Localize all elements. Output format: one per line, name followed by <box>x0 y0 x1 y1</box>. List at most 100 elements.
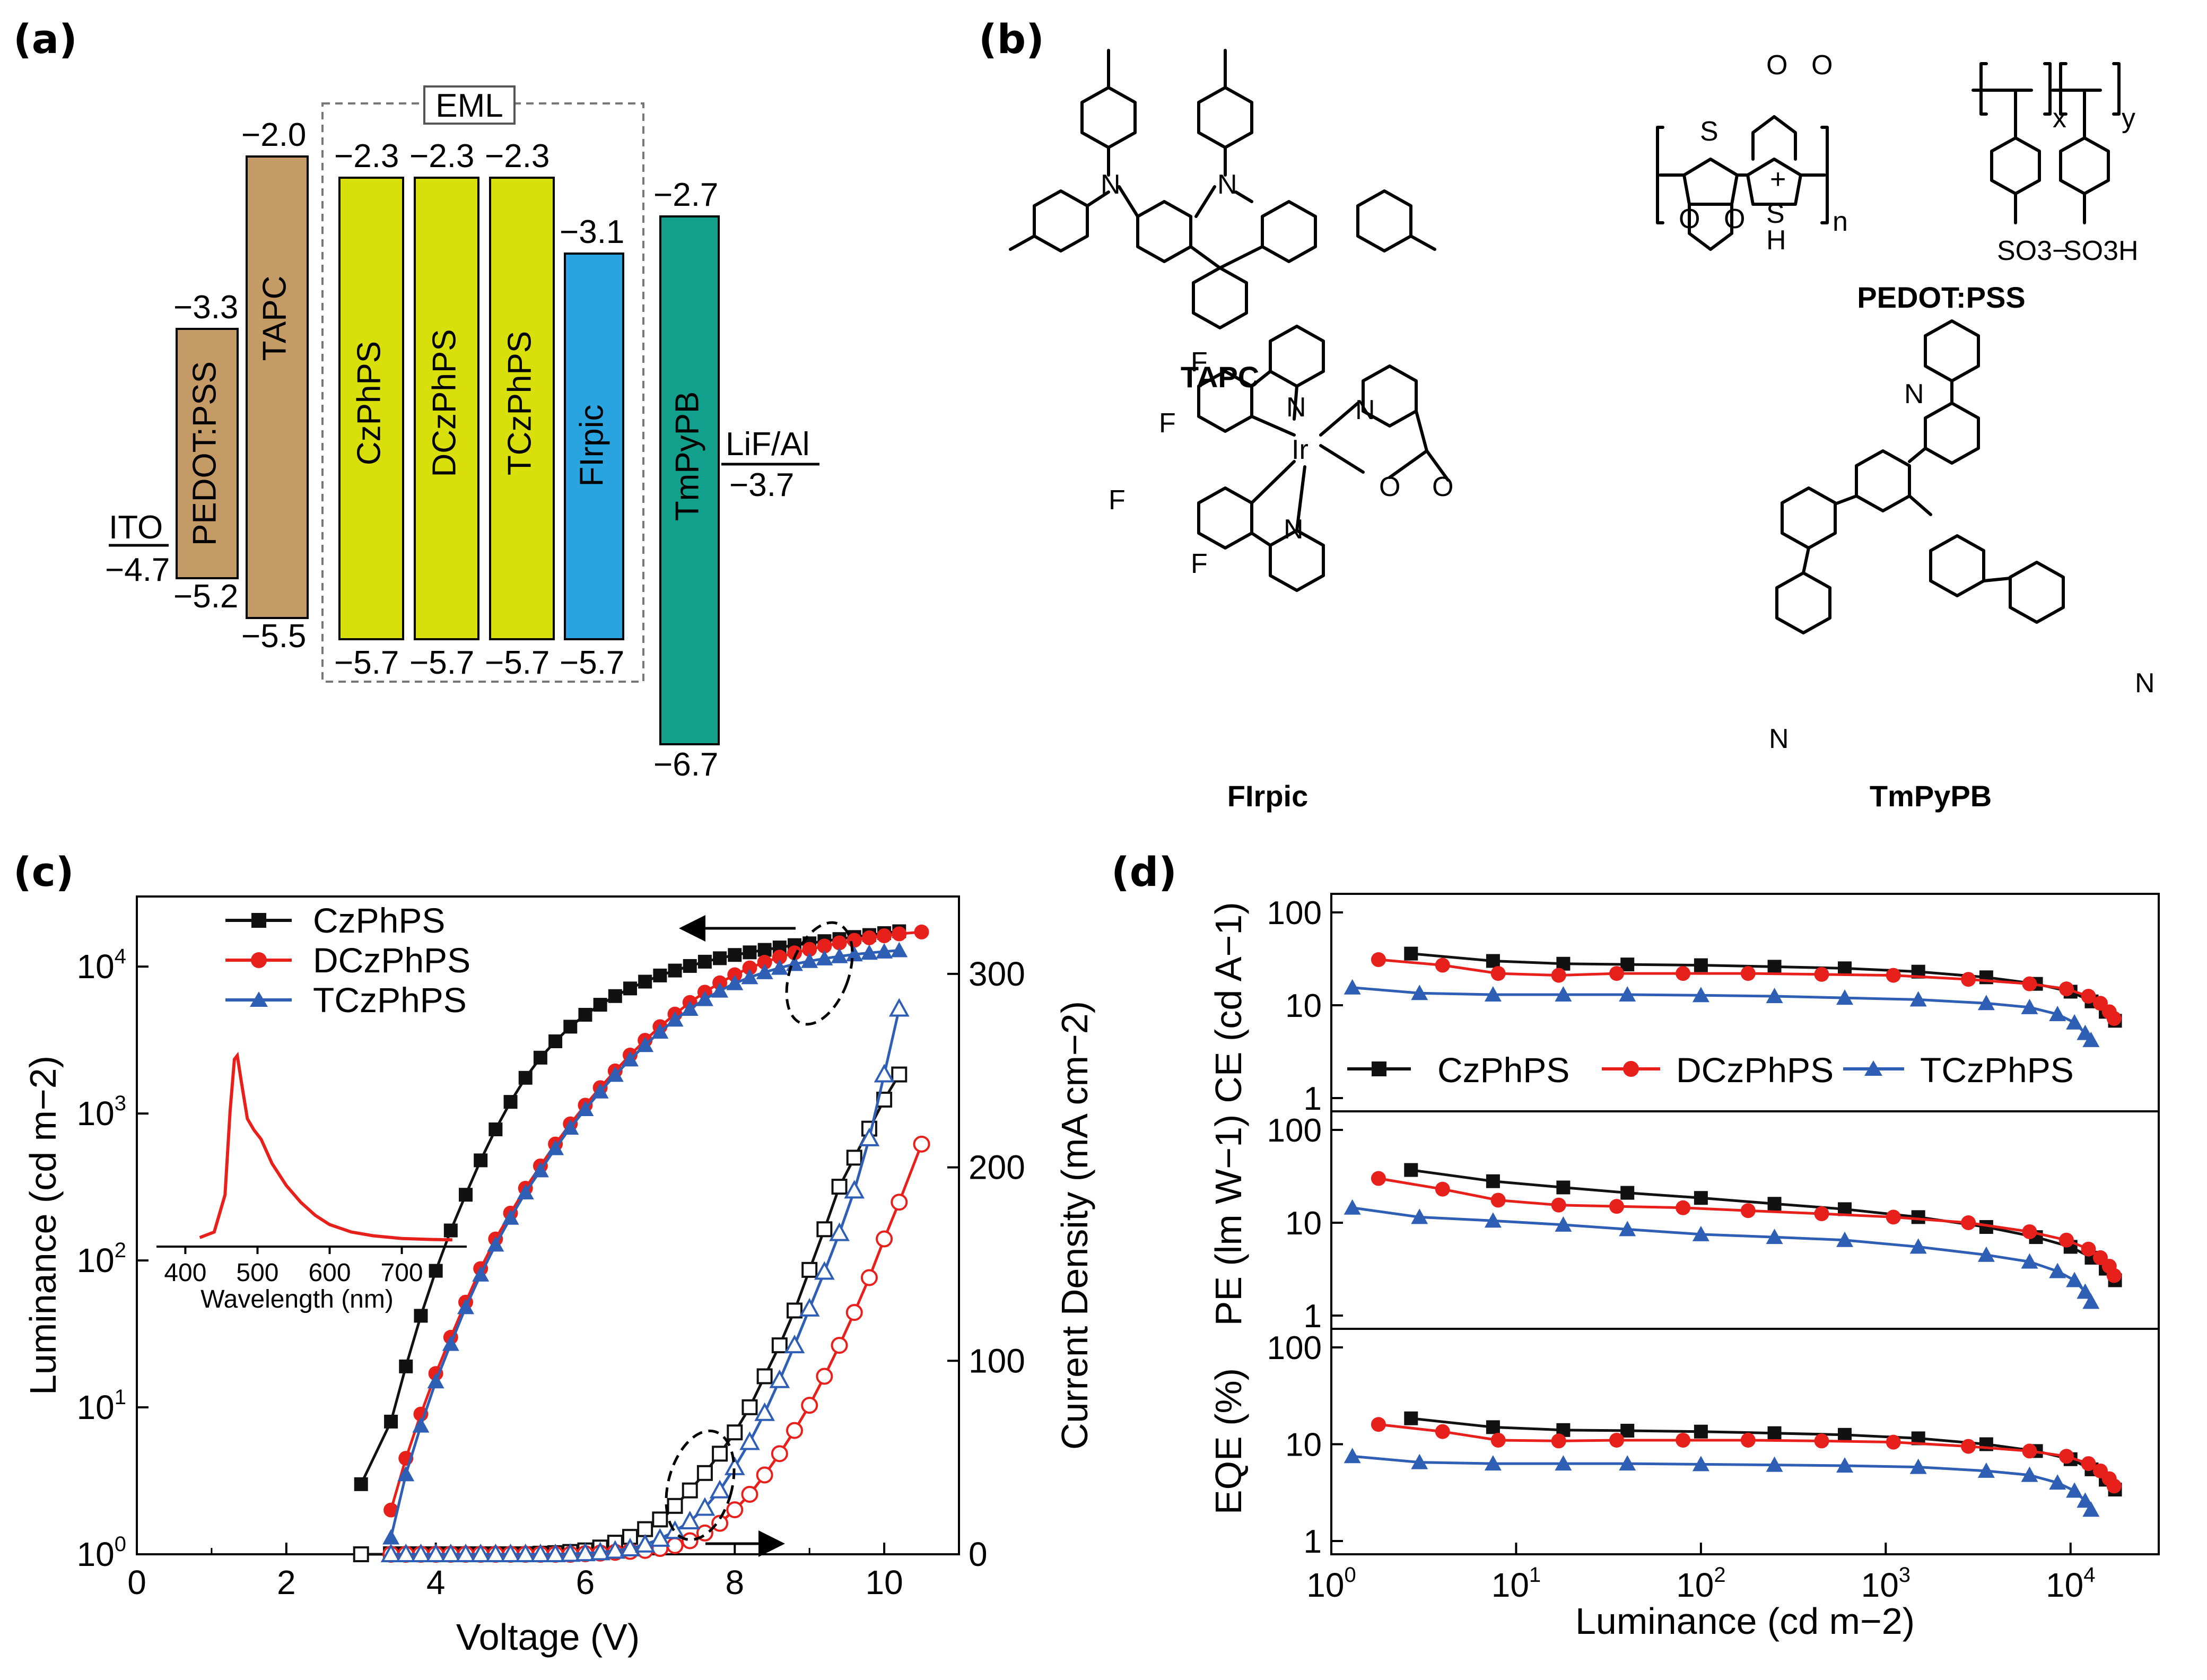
d-point-ce-tczphps <box>1619 986 1636 1002</box>
d-point-eqe-dczphps <box>2022 1443 2037 1459</box>
inset-xtick-label: 400 <box>164 1259 206 1287</box>
current-point-tczphps <box>814 1261 835 1280</box>
d-point-pe-dczphps <box>1814 1206 1829 1222</box>
luminance-point-dczphps <box>757 955 772 970</box>
luminance-point-tczphps <box>711 982 729 998</box>
d-point-eqe-tczphps <box>1909 1458 1927 1474</box>
current-point-czphps <box>787 1302 802 1319</box>
luminance-point-dczphps <box>892 926 907 942</box>
luminance-point-dczphps <box>877 928 892 944</box>
d-xtick-label: 101 <box>1491 1563 1541 1604</box>
d-point-eqe-tczphps <box>1836 1457 1854 1473</box>
ito-label: ITO <box>109 509 163 546</box>
layer-pedot-pss-homo: −5.2 <box>173 578 238 615</box>
current-point-tczphps <box>888 998 910 1017</box>
current-point-tczphps <box>754 1402 775 1421</box>
luminance-point-czphps <box>563 1020 578 1034</box>
luminance-point-czphps <box>503 1095 518 1109</box>
luminance-point-tczphps <box>801 952 818 968</box>
current-point-czphps <box>353 1546 369 1562</box>
d-point-ce-dczphps <box>1609 966 1625 981</box>
eml-label: EML <box>435 88 503 124</box>
current-point-tczphps <box>694 1497 716 1516</box>
d-ytick-label: 100 <box>1267 1330 1322 1366</box>
lif-al-label: LiF/Al <box>726 426 809 463</box>
luminance-point-czphps <box>459 1188 473 1202</box>
d-point-ce-dczphps <box>1435 957 1450 973</box>
d-point-eqe-tczphps <box>1977 1462 1995 1478</box>
panel-label-a: (a) <box>13 15 77 63</box>
d-point-pe-dczphps <box>1676 1200 1691 1215</box>
current-point-tczphps <box>784 1334 805 1354</box>
ito-level: −4.7 <box>105 552 170 588</box>
d-point-ce-tczphps <box>1484 986 1502 1002</box>
d-point-pe-dczphps <box>1886 1209 1901 1225</box>
d-point-eqe-czphps <box>1620 1423 1635 1438</box>
d-ytick-label: 1 <box>1304 1298 1322 1335</box>
firpic-atom-f1: F <box>1191 347 1208 378</box>
firpic-atom-o1: O <box>1379 472 1400 502</box>
d-point-eqe-dczphps <box>2106 1478 2122 1494</box>
current-point-tczphps <box>799 1298 820 1317</box>
layer-firpic-name: FIrpic <box>573 405 610 487</box>
d-point-pe-tczphps <box>1411 1208 1428 1224</box>
chart-d-ylabel-eqe: EQE (%) <box>1208 1368 1249 1514</box>
c-xtick-label: 8 <box>725 1563 744 1601</box>
current-point-tczphps <box>769 1369 790 1388</box>
tapc-label: TAPC <box>1181 360 1259 394</box>
luminance-point-czphps <box>757 943 772 957</box>
luminance-point-dczphps <box>787 945 802 961</box>
luminance-point-czphps <box>399 1359 413 1373</box>
d-ytick-label: 10 <box>1285 1205 1322 1242</box>
luminance-point-czphps <box>683 959 697 973</box>
current-point-tczphps <box>679 1510 701 1529</box>
luminance-point-tczphps <box>412 1417 430 1433</box>
current-point-dczphps <box>845 1304 863 1321</box>
luminance-point-czphps <box>384 1414 398 1429</box>
luminance-point-tczphps <box>696 990 713 1006</box>
d-line-eqe-czphps <box>1411 1417 2116 1491</box>
luminance-point-tczphps <box>562 1119 579 1135</box>
luminance-point-tczphps <box>472 1266 490 1282</box>
legend-c-marker-tczphps <box>250 991 268 1007</box>
d-point-ce-tczphps <box>1909 991 1927 1007</box>
d-point-pe-dczphps <box>1435 1181 1450 1197</box>
luminance-point-tczphps <box>756 963 773 979</box>
current-point-tczphps <box>455 1543 476 1562</box>
current-point-dczphps <box>711 1514 729 1532</box>
c-ytick-left-label: 101 <box>77 1386 126 1426</box>
inset-xtick-label: 600 <box>308 1259 351 1287</box>
d-line-ce-tczphps <box>1352 986 2092 1041</box>
pedot-atom-h: H <box>1766 225 1786 256</box>
d-point-ce-dczphps <box>1886 968 1901 983</box>
layer-tmpypb <box>659 215 720 745</box>
c-ytick-right-label: 200 <box>969 1148 1025 1187</box>
layer-czphps-lumo: −2.3 <box>334 138 399 175</box>
d-point-pe-dczphps <box>1740 1203 1756 1218</box>
current-point-dczphps <box>891 1194 908 1211</box>
current-point-czphps <box>712 1446 728 1462</box>
luminance-point-dczphps <box>383 1502 399 1518</box>
luminance-point-czphps <box>414 1309 428 1323</box>
d-point-pe-tczphps <box>1977 1246 1995 1262</box>
d-point-pe-dczphps <box>1961 1215 1976 1230</box>
d-xtick-label: 103 <box>1861 1563 1911 1604</box>
eml-dashed-box <box>321 102 644 683</box>
luminance-point-dczphps <box>832 935 847 951</box>
c-ytick-left-label: 100 <box>77 1533 126 1573</box>
current-point-dczphps <box>756 1466 773 1484</box>
pedot-pss-label: PEDOT:PSS <box>1857 281 2025 314</box>
luminance-point-tczphps <box>651 1023 669 1039</box>
chart-d-series <box>1344 946 2122 1517</box>
luminance-point-tczphps <box>547 1139 564 1155</box>
c-xtick-label: 6 <box>576 1563 595 1601</box>
legend-d-marker-tczphps <box>1864 1060 1882 1076</box>
d-point-eqe-dczphps <box>1814 1433 1829 1449</box>
current-point-dczphps <box>876 1230 893 1248</box>
current-point-czphps <box>831 1179 848 1195</box>
d-point-pe-tczphps <box>1836 1231 1854 1247</box>
current-point-tczphps <box>844 1180 865 1199</box>
luminance-point-dczphps <box>772 950 787 965</box>
d-point-pe-tczphps <box>2077 1283 2094 1299</box>
current-point-czphps <box>801 1261 818 1278</box>
